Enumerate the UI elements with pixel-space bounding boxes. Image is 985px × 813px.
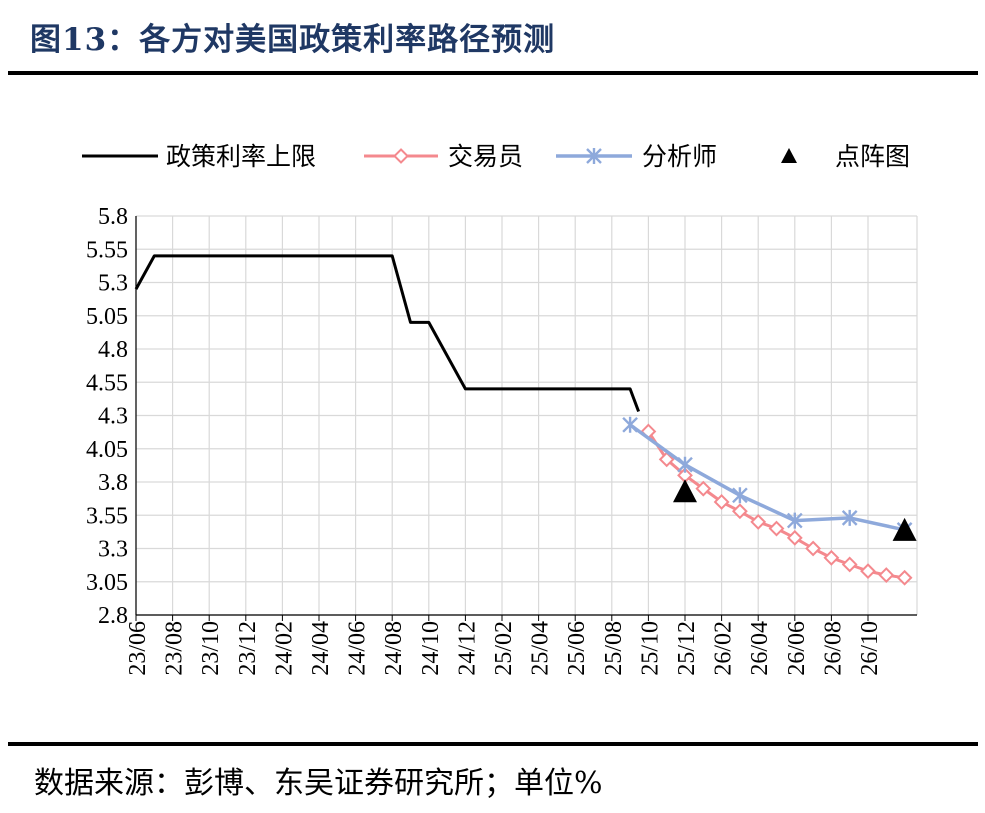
x-tick-label: 26/10 (857, 621, 883, 676)
legend: 政策利率上限 交易员 分析师 点阵图 (82, 142, 910, 171)
analyst-point (841, 509, 858, 526)
x-tick-label: 26/08 (820, 621, 846, 676)
trader-point (731, 503, 748, 520)
y-tick-label: 5.05 (86, 304, 128, 330)
y-tick-label: 5.3 (98, 271, 128, 297)
legend-marker-dotplot (781, 148, 797, 163)
y-tick-label: 4.55 (86, 370, 128, 396)
x-tick-label: 23/06 (125, 621, 151, 676)
legend-label-analyst: 分析师 (642, 142, 717, 171)
x-tick-label: 24/02 (271, 621, 297, 676)
x-tick-label: 23/08 (162, 621, 188, 676)
y-tick-label: 2.8 (98, 603, 128, 629)
series-policy (134, 254, 641, 413)
y-tick-label: 3.05 (86, 570, 128, 596)
axes: 5.8 5.55 5.3 5.05 4.8 4.55 4.3 4.05 3.8 3.55 3.3 3.… (86, 204, 917, 676)
legend-label-trader: 交易员 (448, 142, 523, 171)
y-tick-label: 5.55 (86, 237, 128, 263)
dotplot-point (673, 479, 697, 503)
trader-point (695, 480, 712, 497)
chart: 政策利率上限 交易员 分析师 点阵图 5.8 5.55 5.3 5.05 4.8 4.55 4.3… (82, 142, 918, 676)
trader-point (393, 148, 409, 164)
legend-label-dotplot: 点阵图 (835, 142, 910, 171)
analyst-point (786, 512, 803, 529)
x-tick-label: 25/08 (601, 621, 627, 676)
legend-item-analyst: 分析师 (556, 142, 717, 171)
series-analyst (622, 416, 913, 538)
y-tick-label: 3.3 (98, 537, 128, 563)
y-tick-label: 3.8 (98, 470, 128, 496)
series-line-trader (647, 430, 905, 580)
analyst-point (586, 148, 602, 164)
x-tick-label: 24/08 (381, 621, 407, 676)
y-tick-label: 4.8 (98, 337, 128, 363)
y-tick-label: 4.05 (86, 437, 128, 463)
trader-point (768, 520, 785, 537)
x-tick-label: 24/12 (454, 621, 480, 676)
x-tick-label: 25/12 (674, 621, 700, 676)
legend-label-policy: 政策利率上限 (166, 142, 316, 171)
legend-item-dotplot: 点阵图 (781, 142, 910, 171)
trader-point (658, 451, 675, 468)
x-tick-label: 24/10 (418, 621, 444, 676)
series-line-policy (134, 254, 641, 413)
y-tick-label: 4.3 (98, 404, 128, 430)
trader-point (786, 529, 803, 546)
y-tick-label: 5.8 (98, 204, 128, 230)
source-note: 数据来源：彭博、东吴证券研究所；单位% (34, 766, 603, 801)
x-tick-label: 24/06 (345, 621, 371, 676)
x-tick-label: 23/12 (235, 621, 261, 676)
x-tick-label: 24/04 (308, 621, 334, 676)
x-tick-label: 25/10 (637, 621, 663, 676)
legend-item-policy: 政策利率上限 (82, 142, 316, 171)
x-tick-label: 26/04 (747, 621, 773, 676)
series-layer (134, 254, 917, 586)
trader-point (860, 563, 876, 580)
analyst-point (622, 416, 638, 433)
grid (135, 215, 918, 616)
y-tick-label: 3.55 (86, 503, 128, 529)
x-tick-label: 23/10 (198, 621, 224, 676)
x-tick-label: 25/02 (491, 621, 517, 676)
trader-point (713, 494, 730, 510)
source-divider (8, 742, 978, 746)
x-tick-label: 25/06 (564, 621, 590, 676)
analyst-point (677, 456, 693, 473)
trader-point (878, 567, 895, 584)
x-tick-label: 26/02 (711, 621, 737, 676)
trader-point (896, 569, 913, 586)
legend-item-trader: 交易员 (364, 142, 523, 171)
title-divider (8, 71, 978, 75)
analyst-point (732, 487, 748, 504)
trader-point (841, 556, 858, 573)
trader-point (823, 549, 840, 566)
series-dotplot (673, 479, 917, 541)
x-tick-label: 26/06 (784, 621, 810, 676)
x-tick-label: 25/04 (528, 621, 554, 676)
dotplot-point (892, 517, 917, 541)
series-line-analyst (629, 423, 905, 532)
figure-title: 图13：各方对美国政策利率路径预测 (30, 22, 556, 58)
trader-point (805, 540, 822, 557)
trader-point (750, 513, 767, 530)
